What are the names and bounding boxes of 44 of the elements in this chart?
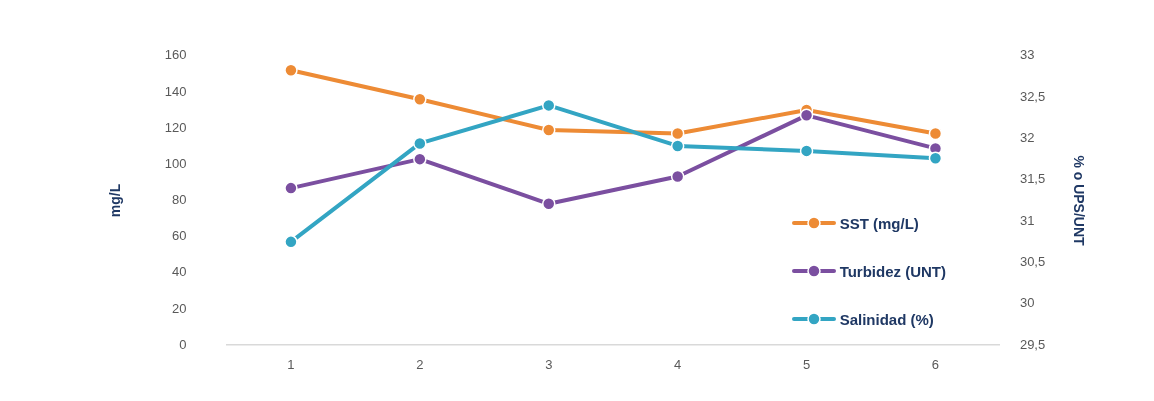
point bbox=[928, 126, 943, 141]
legend-label: Turbidez (UNT) bbox=[839, 262, 946, 280]
y2-tick-label: 30 bbox=[1019, 295, 1035, 311]
point bbox=[799, 108, 814, 123]
point bbox=[413, 136, 427, 151]
point bbox=[284, 63, 298, 78]
point bbox=[413, 152, 427, 166]
y-tick-label: 140 bbox=[164, 83, 187, 99]
y-tick-label: 40 bbox=[172, 264, 187, 280]
y-tick-label: 160 bbox=[164, 47, 187, 63]
y2-tick-label: 31,5 bbox=[1019, 171, 1046, 187]
x-tick-label: 3 bbox=[545, 356, 553, 372]
point bbox=[413, 92, 427, 106]
point bbox=[541, 98, 556, 113]
y2-tick-label: 29,5 bbox=[1019, 336, 1046, 352]
x-tick-label: 5 bbox=[802, 356, 811, 372]
point bbox=[541, 123, 556, 137]
y-tick-label: 0 bbox=[179, 336, 187, 352]
y-axis-title: mg/L bbox=[107, 183, 124, 218]
point bbox=[284, 235, 298, 249]
x-tick-label: 1 bbox=[287, 356, 295, 372]
legend-label: Salinidad (%) bbox=[839, 310, 934, 328]
y-tick-label: 100 bbox=[164, 155, 187, 171]
y2-axis-title: % o UPS/UNT bbox=[1070, 155, 1087, 247]
y2-tick-label: 30,5 bbox=[1019, 254, 1046, 270]
y2-tick-label: 33 bbox=[1019, 47, 1035, 63]
y-tick-label: 60 bbox=[172, 228, 187, 244]
y-tick-label: 120 bbox=[164, 119, 187, 135]
y2-tick-label: 32,5 bbox=[1019, 88, 1046, 104]
point bbox=[670, 126, 685, 141]
point bbox=[670, 139, 685, 153]
point bbox=[928, 151, 943, 166]
point bbox=[799, 144, 814, 158]
x-tick-label: 4 bbox=[674, 356, 682, 372]
x-tick-label: 6 bbox=[931, 356, 940, 372]
point bbox=[670, 169, 685, 184]
point bbox=[284, 181, 298, 195]
legend-label: SST (mg/L) bbox=[839, 214, 919, 232]
y2-tick-label: 32 bbox=[1019, 130, 1035, 146]
y2-tick-label: 31 bbox=[1019, 212, 1035, 228]
y-tick-label: 80 bbox=[172, 192, 187, 208]
y-tick-label: 20 bbox=[172, 300, 187, 316]
point bbox=[541, 197, 556, 211]
x-tick-label: 2 bbox=[416, 356, 424, 372]
